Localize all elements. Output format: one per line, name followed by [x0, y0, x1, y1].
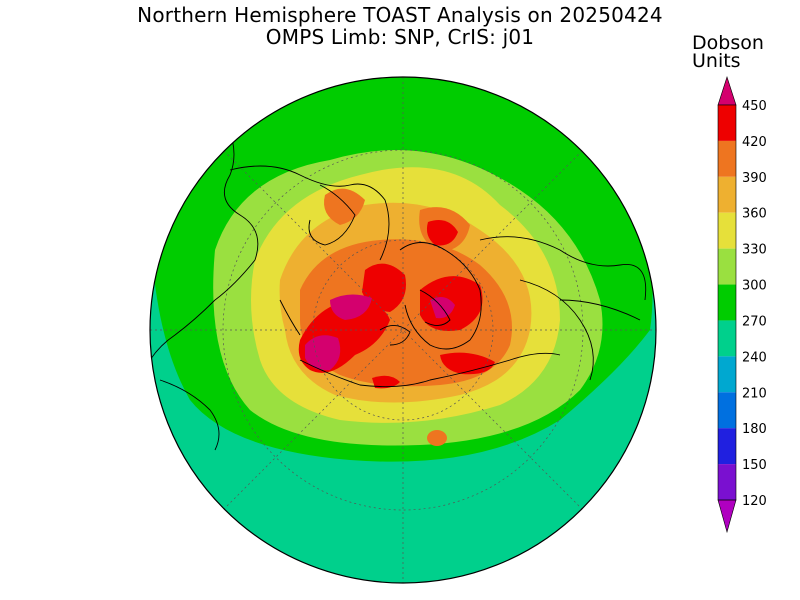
colorbar-tick-label: 120 — [742, 494, 767, 509]
graticule — [150, 77, 656, 583]
colorbar-unit-label: Dobson Units — [692, 32, 764, 72]
colorbar-tick-label: 390 — [742, 171, 767, 186]
colorbar-top-arrow — [717, 76, 737, 106]
colorbar-swatch-210 — [718, 356, 736, 393]
map-boundary — [149, 76, 657, 584]
colorbar-swatch-300 — [718, 248, 736, 285]
colorbar-tick-label: 150 — [742, 458, 767, 473]
contour-450-a — [305, 335, 341, 371]
colorbar-swatch-270 — [718, 284, 736, 321]
colorbar-bottom-arrow — [717, 499, 737, 534]
colorbar-tick-label: 240 — [742, 350, 767, 365]
colorbar-tick-label: 300 — [742, 279, 767, 294]
unit-line-1: Dobson — [692, 32, 764, 54]
colorbar-swatch-360 — [718, 176, 736, 213]
colorbar-swatch-120 — [718, 464, 736, 500]
colorbar-frame — [717, 104, 737, 501]
colorbar-tick-label: 270 — [742, 314, 767, 329]
contour-420-e — [440, 352, 495, 375]
colorbar-swatch-240 — [718, 320, 736, 357]
contour-420-f — [372, 375, 400, 389]
title-line-2: OMPS Limb: SNP, CrIS: j01 — [265, 25, 535, 49]
unit-line-2: Units — [692, 50, 741, 72]
colorbar-swatch-420 — [718, 105, 736, 141]
coastlines — [150, 119, 647, 451]
colorbar-swatch-390 — [718, 140, 736, 177]
colorbar-swatch-330 — [718, 212, 736, 249]
title-line-1: Northern Hemisphere TOAST Analysis on 20… — [137, 3, 663, 27]
colorbar-swatch-150 — [718, 428, 736, 465]
colorbar-tick-label: 420 — [742, 135, 767, 150]
colorbar-tick-label: 330 — [742, 243, 767, 258]
colorbar-swatch-180 — [718, 392, 736, 429]
colorbar-tick-label: 360 — [742, 207, 767, 222]
map-title: Northern Hemisphere TOAST Analysis on 20… — [0, 4, 800, 48]
colorbar-tick-label: 210 — [742, 386, 767, 401]
contour-390-spot — [427, 430, 447, 446]
colorbar-tick-label: 450 — [742, 99, 767, 114]
contour-420-d — [426, 219, 458, 246]
contour-450-b — [330, 294, 372, 320]
colorbar-tick-label: 180 — [742, 422, 767, 437]
